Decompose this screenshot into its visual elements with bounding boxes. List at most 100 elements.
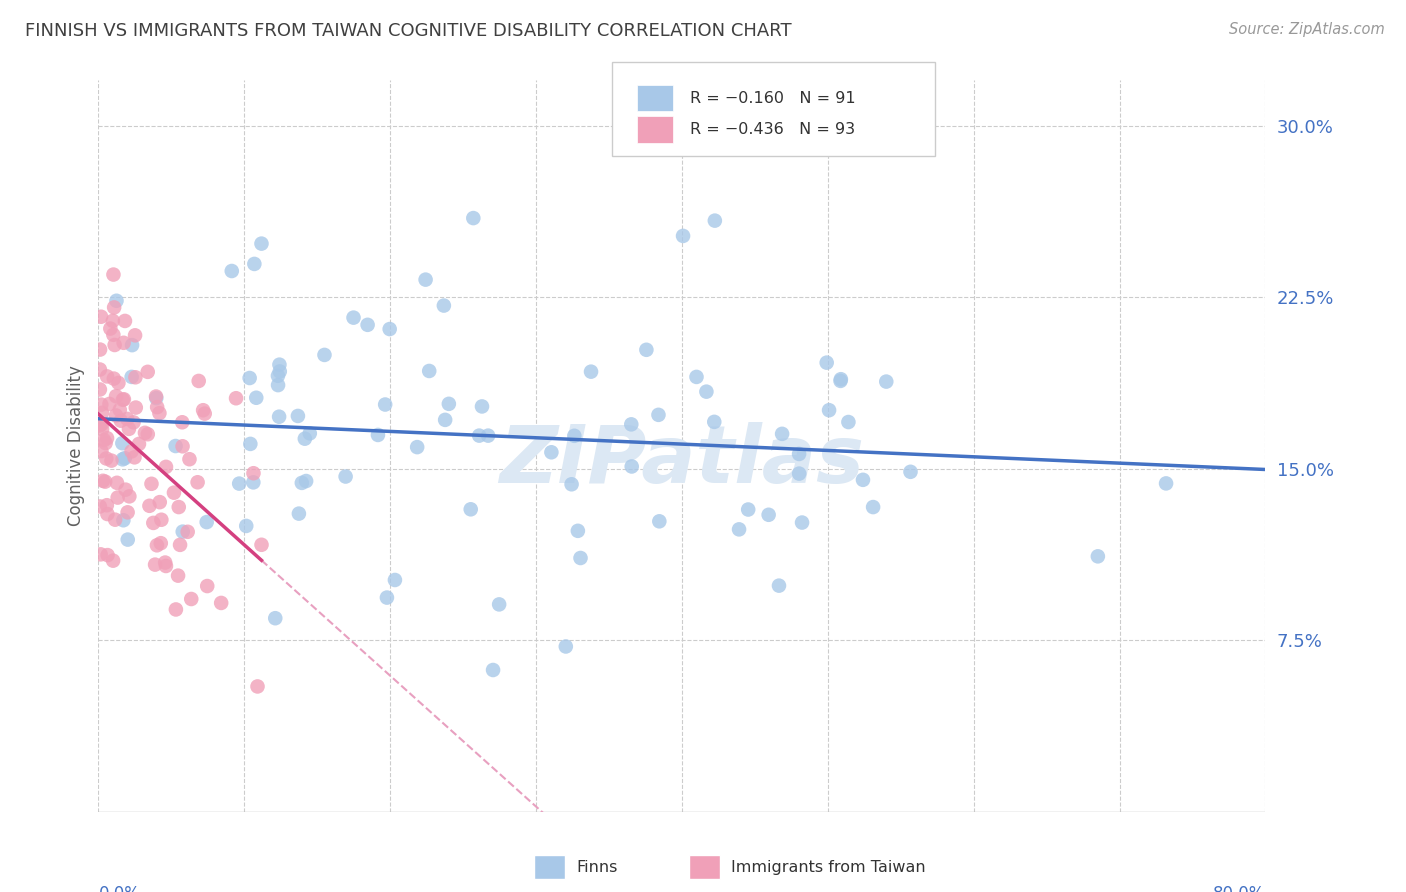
Point: [418, 364, 440, 378]
Point: [122, 415, 145, 429]
Point: [471, 400, 494, 414]
Text: FINNISH VS IMMIGRANTS FROM TAIWAN COGNITIVE DISABILITY CORRELATION CHART: FINNISH VS IMMIGRANTS FROM TAIWAN COGNIT…: [25, 22, 792, 40]
Point: [103, 301, 125, 315]
Point: [103, 268, 125, 282]
Point: [145, 391, 167, 405]
Point: [242, 467, 264, 481]
Point: [107, 376, 129, 390]
Point: [124, 450, 146, 465]
Point: [367, 428, 389, 442]
Point: [818, 403, 841, 417]
Point: [195, 515, 218, 529]
Point: [142, 516, 165, 530]
Point: [187, 475, 209, 490]
Point: [165, 439, 187, 453]
Point: [374, 398, 396, 412]
Point: [101, 314, 124, 328]
Point: [143, 558, 166, 572]
Point: [554, 640, 576, 654]
Point: [145, 390, 167, 404]
Point: [89, 362, 111, 376]
Point: [1087, 549, 1109, 564]
Point: [235, 519, 257, 533]
Point: [141, 476, 163, 491]
Point: [105, 409, 128, 423]
Point: [172, 439, 194, 453]
Point: [112, 335, 135, 350]
Point: [110, 414, 132, 428]
Point: [138, 499, 160, 513]
Point: [114, 483, 136, 497]
Point: [246, 680, 269, 694]
Point: [267, 378, 290, 392]
Text: Immigrants from Taiwan: Immigrants from Taiwan: [731, 860, 925, 874]
Point: [100, 453, 122, 467]
Point: [250, 538, 273, 552]
Point: [153, 556, 176, 570]
Point: [852, 473, 875, 487]
Point: [146, 538, 169, 552]
Point: [112, 513, 135, 527]
Point: [269, 364, 291, 378]
Text: Finns: Finns: [576, 860, 617, 874]
Text: R = −0.160   N = 91: R = −0.160 N = 91: [690, 90, 856, 105]
Point: [89, 383, 111, 397]
Point: [97, 548, 120, 562]
Point: [342, 310, 364, 325]
Point: [96, 507, 118, 521]
Point: [124, 328, 146, 343]
Point: [115, 412, 138, 426]
Point: [180, 592, 202, 607]
Point: [648, 514, 671, 528]
Point: [117, 505, 139, 519]
Point: [169, 538, 191, 552]
Point: [121, 444, 143, 458]
Point: [114, 451, 136, 466]
Point: [163, 485, 186, 500]
Point: [136, 427, 159, 442]
Point: [579, 365, 602, 379]
Point: [187, 374, 209, 388]
Point: [105, 475, 128, 490]
Point: [406, 440, 429, 454]
Point: [695, 384, 717, 399]
Point: [149, 495, 172, 509]
Point: [105, 293, 128, 308]
Point: [287, 409, 309, 423]
Point: [636, 343, 658, 357]
Point: [114, 314, 136, 328]
Point: [89, 343, 111, 357]
Point: [105, 389, 128, 403]
Point: [128, 437, 150, 451]
Point: [136, 365, 159, 379]
Point: [89, 418, 111, 433]
Point: [561, 477, 583, 491]
Point: [437, 397, 460, 411]
Point: [117, 533, 139, 547]
Point: [288, 507, 311, 521]
Text: 80.0%: 80.0%: [1213, 885, 1265, 892]
Point: [118, 489, 141, 503]
Point: [384, 573, 406, 587]
Point: [98, 397, 121, 411]
Point: [703, 213, 725, 227]
Point: [830, 372, 852, 386]
Point: [149, 536, 172, 550]
Point: [295, 474, 318, 488]
Point: [243, 257, 266, 271]
Point: [101, 554, 124, 568]
Point: [1154, 476, 1177, 491]
Point: [111, 392, 134, 407]
Point: [195, 579, 218, 593]
Point: [209, 596, 232, 610]
Point: [787, 447, 810, 461]
Point: [125, 401, 148, 415]
Point: [460, 502, 482, 516]
Point: [111, 452, 134, 467]
Point: [191, 403, 214, 417]
Point: [134, 425, 156, 440]
Point: [433, 299, 456, 313]
Point: [167, 568, 190, 582]
Point: [815, 356, 838, 370]
Point: [468, 428, 491, 442]
